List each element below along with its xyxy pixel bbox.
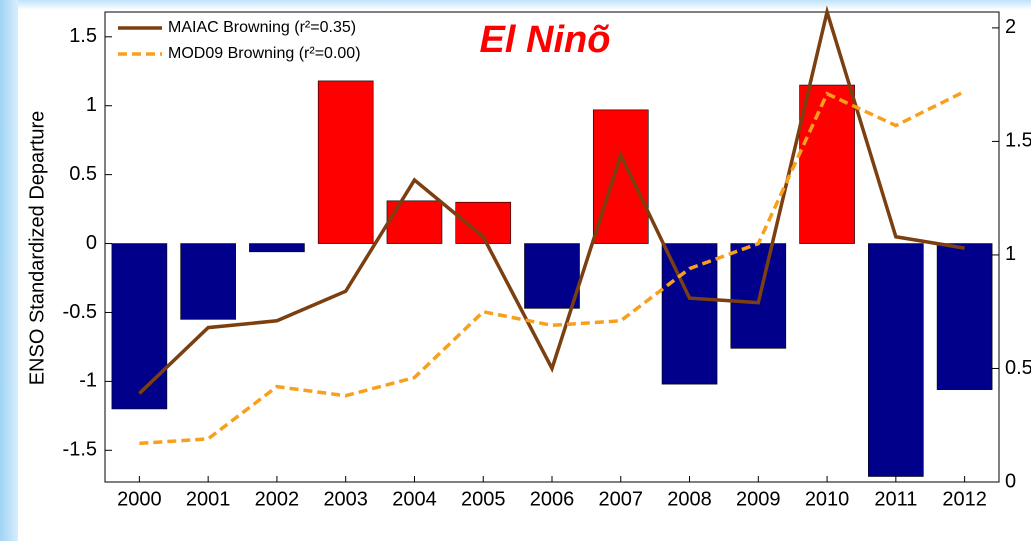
x-tick-label: 2005 <box>461 488 506 510</box>
legend-label: MOD09 Browning (r²=0.00) <box>168 45 361 62</box>
y-tick-label: 0.5 <box>69 163 97 185</box>
y-tick-label: 1.5 <box>69 25 97 47</box>
x-tick-label: 2003 <box>323 488 368 510</box>
y2-tick-label: 0.5 <box>1005 357 1031 379</box>
x-tick-label: 2012 <box>942 488 987 510</box>
bar <box>249 243 305 253</box>
bar <box>592 109 649 244</box>
x-tick-label: 2008 <box>667 488 712 510</box>
legend-label: MAIAC Browning (r²=0.35) <box>168 19 356 36</box>
x-tick-label: 2004 <box>392 488 437 510</box>
x-tick-label: 2009 <box>736 488 781 510</box>
bar <box>111 243 168 410</box>
bar <box>317 80 374 244</box>
y-tick-label: -0.5 <box>63 301 97 323</box>
x-tick-label: 2001 <box>186 488 231 510</box>
y-axis-label: ENSO Standardized Departure <box>26 111 48 386</box>
bar <box>661 243 718 385</box>
x-tick-label: 2011 <box>874 488 917 510</box>
bar <box>180 243 236 320</box>
y-tick-label: -1 <box>79 370 97 392</box>
y2-tick-label: 0 <box>1005 470 1016 492</box>
x-tick-label: 2006 <box>530 488 575 510</box>
x-tick-label: 2007 <box>599 488 644 510</box>
y2-tick-label: 2 <box>1005 16 1016 38</box>
y-tick-label: 0 <box>86 232 97 254</box>
bar <box>524 243 580 309</box>
bar <box>868 243 924 477</box>
y2-tick-label: 1 <box>1005 243 1016 265</box>
y-tick-label: -1.5 <box>63 439 97 461</box>
y2-tick-label: 1.5 <box>1005 130 1031 152</box>
bar <box>936 243 993 390</box>
x-tick-label: 2010 <box>805 488 850 510</box>
y-tick-label: 1 <box>86 94 97 116</box>
line-series <box>138 5 965 395</box>
x-tick-label: 2002 <box>255 488 300 510</box>
x-tick-label: 2000 <box>117 488 162 510</box>
bar <box>386 200 443 244</box>
plot-frame <box>104 11 1000 483</box>
bar <box>799 84 855 244</box>
line-series <box>139 89 966 446</box>
annotation: El Ninõ <box>480 19 611 61</box>
